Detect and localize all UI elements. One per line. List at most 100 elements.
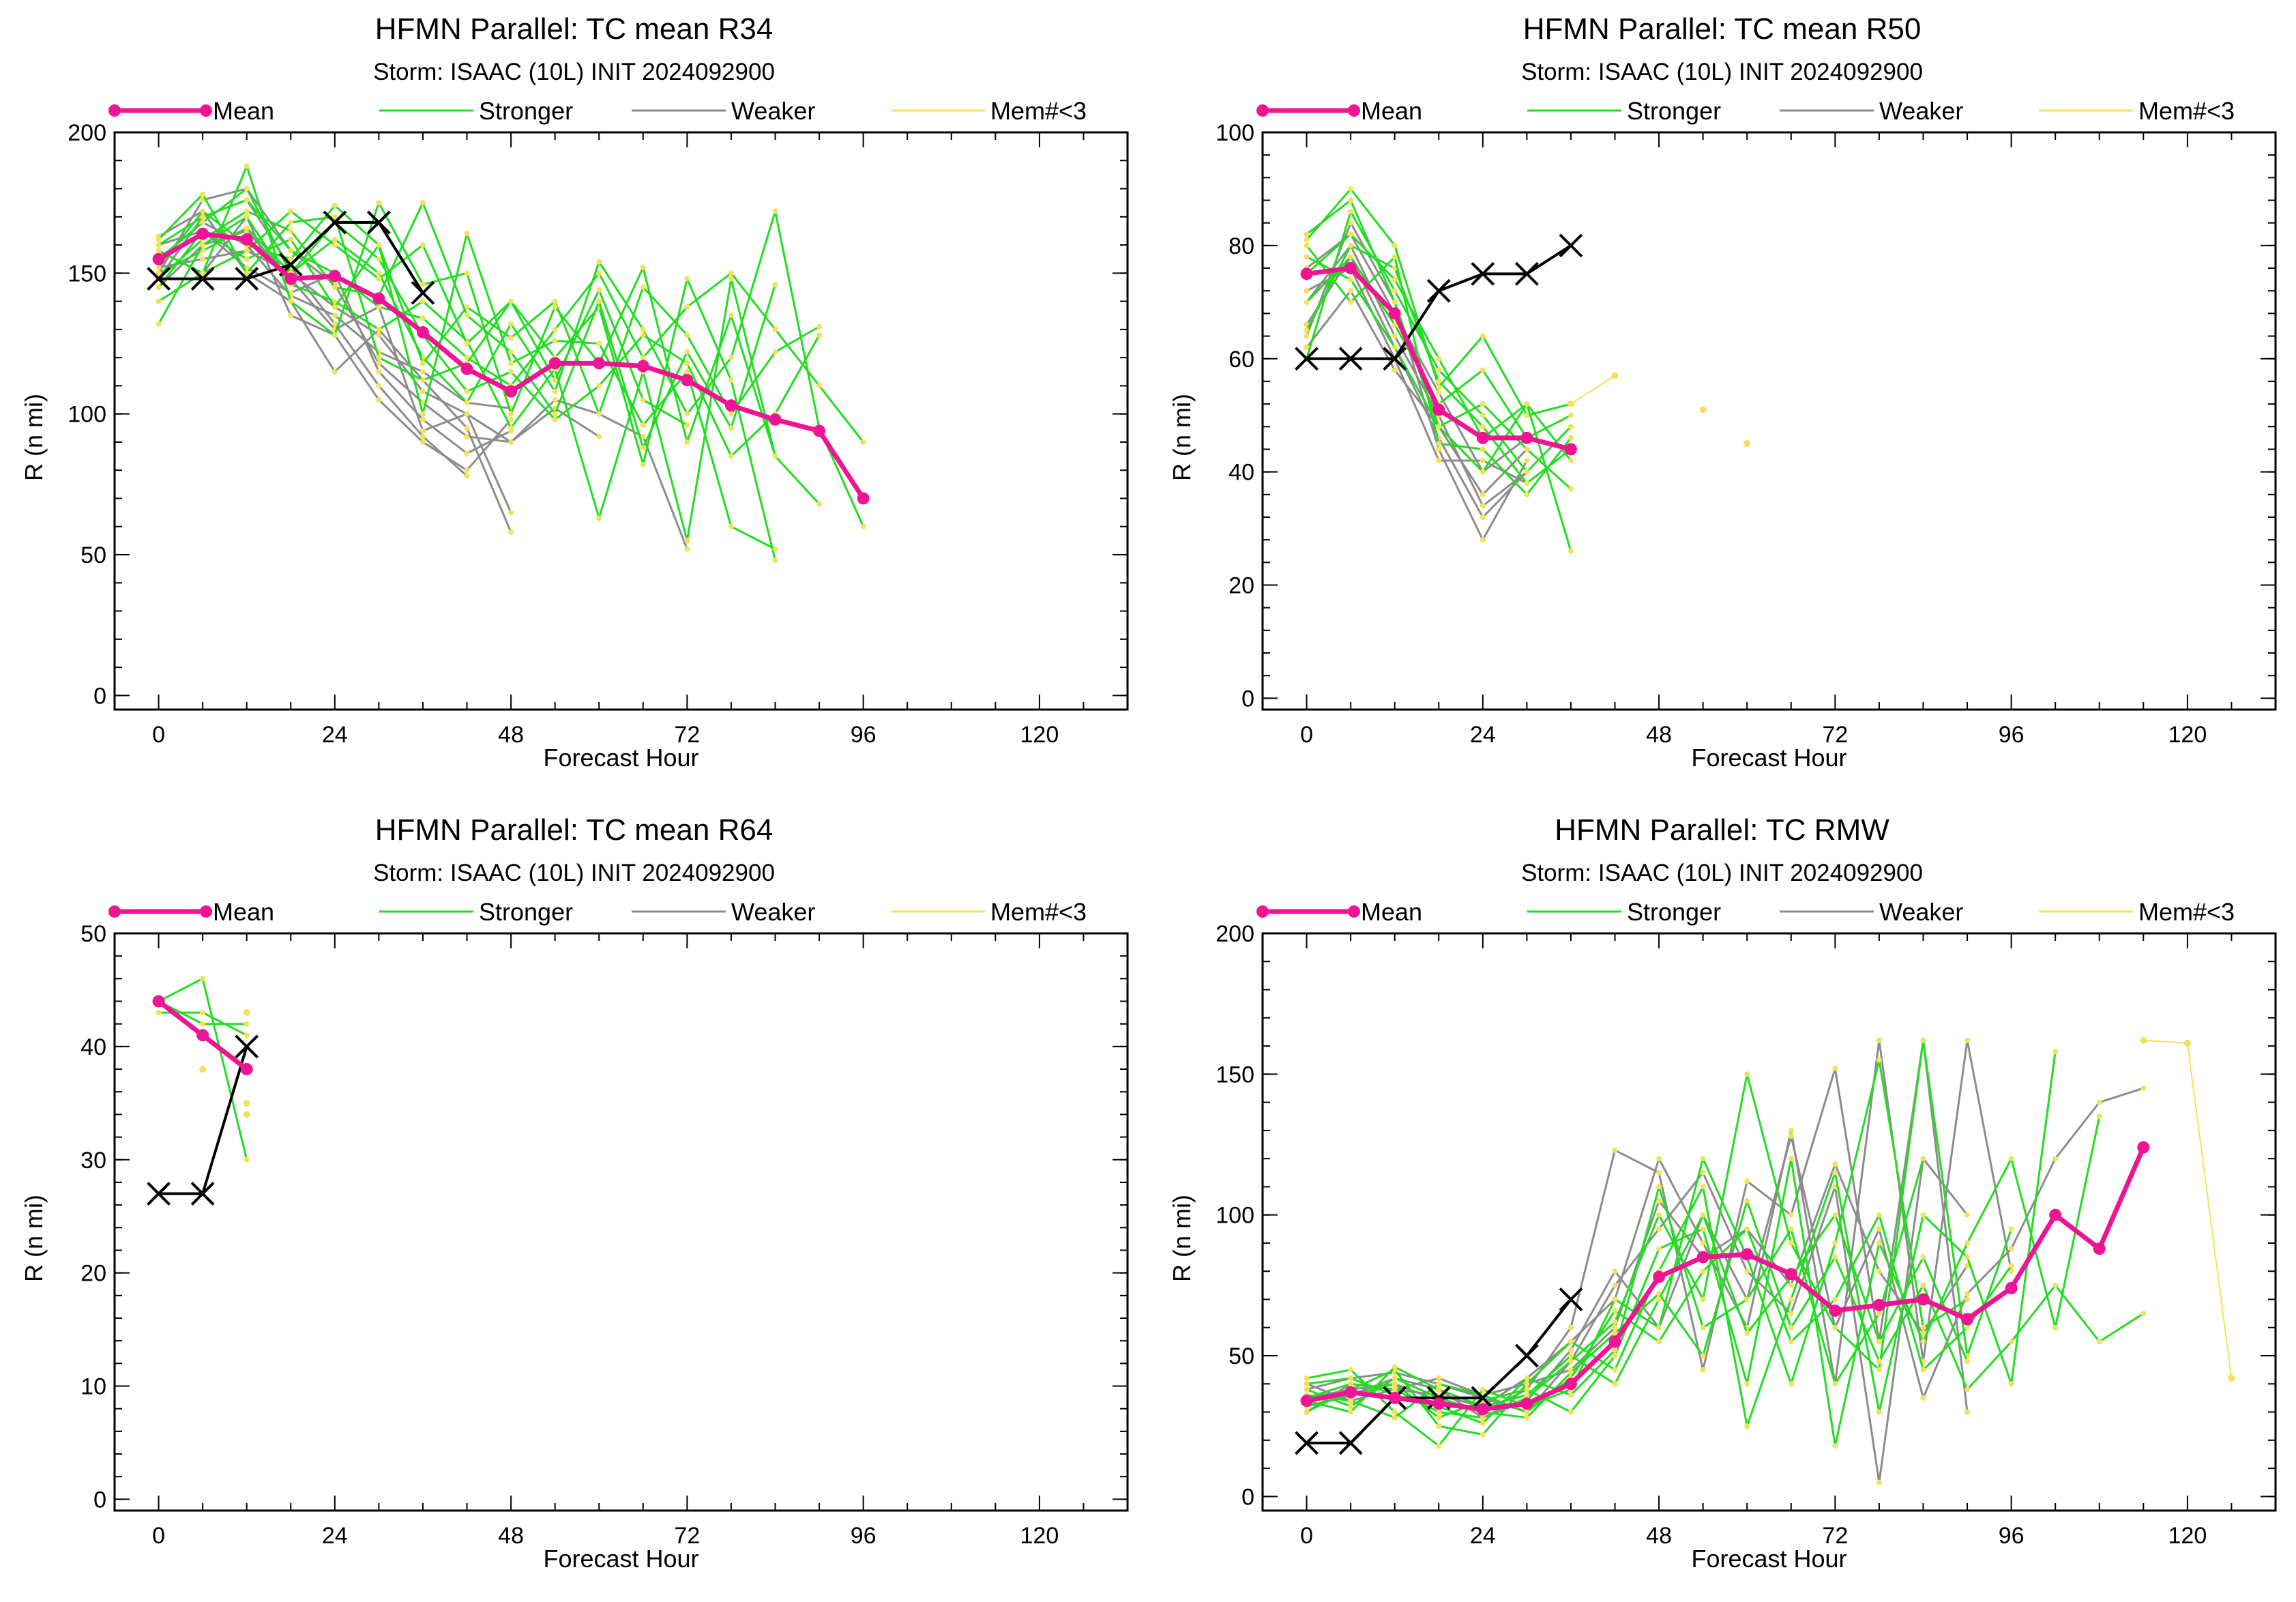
y-tick-label: 10: [80, 1374, 106, 1400]
member-point: [156, 242, 162, 248]
member-point: [684, 538, 690, 544]
member-point: [1348, 231, 1354, 237]
mean-point: [1564, 443, 1577, 456]
member-point: [1304, 299, 1310, 305]
x-tick-label: 48: [498, 1523, 524, 1549]
member-point: [1436, 1414, 1442, 1421]
x-axis-label: Forecast Hour: [543, 744, 699, 772]
mem-lt3-point: [243, 1009, 250, 1017]
member-point: [244, 256, 250, 262]
mean-point: [1300, 1395, 1313, 1408]
y-tick-label: 50: [1228, 1343, 1254, 1369]
legend-mem-lt3: Mem#<3: [2035, 96, 2280, 126]
member-point: [1788, 1296, 1794, 1302]
member-point: [1964, 1262, 1971, 1268]
member-point: [508, 298, 514, 304]
member-point: [816, 501, 823, 507]
member-point: [1524, 480, 1530, 486]
legend-label: Mem#<3: [990, 898, 1087, 926]
member-point: [244, 208, 250, 214]
legend-swatch: [1780, 910, 1874, 913]
member-point: [596, 287, 602, 293]
member-point: [1568, 412, 1574, 418]
member-point: [2008, 1156, 2014, 1162]
member-point: [1392, 345, 1398, 351]
best-track-marker: [1295, 1431, 1319, 1455]
x-tick-label: 48: [498, 722, 524, 748]
member-point: [1392, 1364, 1398, 1370]
mem-lt3-point: [243, 1111, 250, 1118]
legend-label: Mean: [1361, 898, 1423, 926]
y-tick-label: 80: [1228, 233, 1254, 259]
member-point: [156, 298, 162, 304]
member-point: [1964, 1037, 1971, 1043]
member-point: [1480, 469, 1486, 475]
legend-weaker: Weaker: [1776, 96, 2021, 126]
x-tick-label: 120: [2168, 722, 2207, 748]
member-point: [1612, 1324, 1618, 1330]
member-point: [1832, 1240, 1838, 1246]
member-point: [2008, 1246, 2014, 1252]
member-point: [200, 270, 206, 276]
y-axis-label: R (n mi): [20, 1195, 48, 1282]
member-point: [1744, 1268, 1750, 1275]
member-point: [1920, 1212, 1926, 1218]
x-tick-label: 48: [1646, 722, 1672, 748]
member-point: [640, 461, 646, 467]
y-tick-label: 40: [1228, 460, 1254, 486]
y-tick-label: 60: [1228, 347, 1254, 373]
member-point: [1436, 390, 1442, 396]
mean-point: [1388, 1391, 1401, 1404]
member-point: [640, 433, 646, 439]
member-point: [200, 208, 206, 214]
member-point: [420, 242, 426, 248]
member-point: [244, 270, 250, 276]
mean-point: [1917, 1293, 1930, 1306]
member-point: [1524, 1414, 1530, 1421]
legend: Mean Stronger Weaker Mem#<3: [0, 96, 1148, 126]
member-point: [1524, 458, 1530, 464]
mean-point: [1476, 431, 1489, 444]
best-track-marker: [1471, 1386, 1495, 1410]
member-point: [772, 557, 778, 564]
member-point: [640, 284, 646, 290]
x-axis-label: Forecast Hour: [543, 1545, 699, 1573]
member-point: [1524, 1409, 1530, 1415]
member-point: [1788, 1339, 1794, 1345]
member-point: [1348, 197, 1354, 203]
member-point: [244, 1156, 250, 1163]
member-point: [1700, 1226, 1706, 1232]
weaker-member-line: [1306, 1161, 1969, 1402]
member-point: [772, 281, 778, 287]
weaker-member-line: [158, 214, 512, 472]
member-point: [1392, 333, 1398, 339]
mean-point: [1476, 1403, 1489, 1416]
legend-mem-lt3: Mem#<3: [887, 897, 1132, 927]
x-tick-label: 96: [1999, 1523, 2025, 1549]
mem-lt3-point: [2183, 1039, 2191, 1047]
legend-swatch: [1527, 910, 1621, 913]
mean-point: [505, 385, 518, 398]
member-point: [1480, 446, 1486, 452]
member-point: [1832, 1169, 1838, 1176]
member-point: [420, 416, 426, 422]
mem-lt3-point: [199, 1066, 207, 1073]
member-point: [1832, 1212, 1838, 1218]
y-tick-label: 150: [68, 261, 106, 287]
member-point: [1656, 1156, 1662, 1162]
x-tick-label: 72: [674, 722, 700, 748]
y-tick-label: 20: [1228, 573, 1254, 599]
member-point: [1568, 1409, 1574, 1415]
legend-swatch: [2039, 109, 2133, 112]
member-point: [1876, 1268, 1882, 1275]
member-point: [816, 332, 823, 338]
member-point: [1964, 1358, 1971, 1365]
mean-point: [240, 233, 253, 246]
member-point: [1436, 1443, 1442, 1449]
member-point: [1480, 537, 1486, 543]
member-point: [1436, 384, 1442, 390]
member-point: [244, 186, 250, 192]
chart-subtitle: Storm: ISAAC (10L) INIT 2024092900: [373, 59, 775, 85]
member-point: [2008, 1381, 2014, 1387]
mean-point: [284, 272, 297, 285]
